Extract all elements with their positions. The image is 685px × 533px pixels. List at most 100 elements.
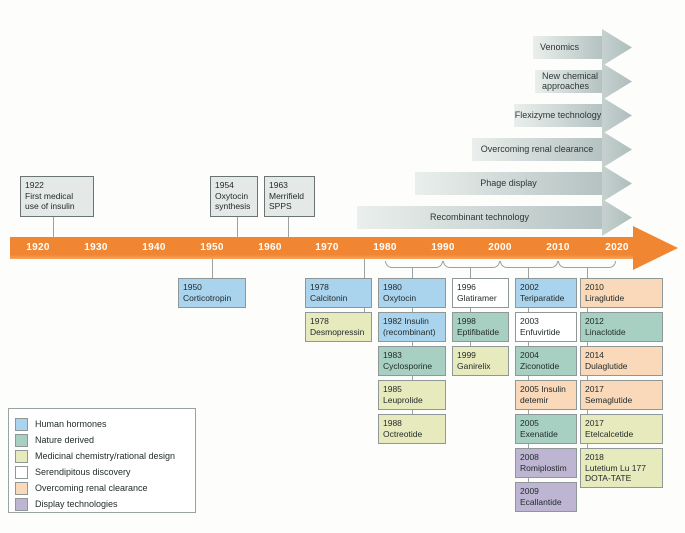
legend-item-display-technologies: Display technologies [15,496,191,512]
drug-box-linaclotide: 2012 Linaclotide [580,312,663,342]
milestone-year: 1922 [25,180,44,190]
drug-year: 1978 [310,316,329,326]
drug-name: Desmopressin [310,326,365,337]
timeline-year-label: 1960 [258,242,282,253]
timeline-year-label: 1940 [142,242,166,253]
legend: Human hormones Nature derived Medicinal … [8,408,196,513]
legend-swatch-human-hormones [15,417,28,431]
drug-name: detemir [520,394,549,405]
timeline-band [10,237,633,259]
legend-label: Nature derived [35,435,95,445]
drug-name: Dulaglutide [585,360,628,371]
drug-year: 2005 [520,418,539,428]
timeline-year-label: 1950 [200,242,224,253]
drug-year: 1980 [383,282,402,292]
drug-year: 2003 [520,316,539,326]
decade-brace-1990s [443,261,500,268]
arrowhead-icon [602,165,632,202]
timeline-year-label: 1970 [315,242,339,253]
drug-name: Octreotide [383,428,423,439]
timeline-year-label: 2020 [605,242,629,253]
drug-name: Leuprolide [383,394,423,405]
legend-label: Human hormones [35,419,107,429]
drug-name: Cyclosporine [383,360,433,371]
connector-line [53,217,54,237]
drug-box-enfuvirtide: 2003 Enfuvirtide [515,312,577,342]
timeline-year-label: 1990 [431,242,455,253]
connector-line [212,259,213,285]
drug-name: Enfuvirtide [520,326,561,337]
drug-name: (recombinant) [383,326,436,337]
drug-year: 2004 [520,350,539,360]
decade-brace-2000s [500,261,558,268]
drug-box-dulaglutide: 2014 Dulaglutide [580,346,663,376]
drug-year: 1982 Insulin [383,316,429,326]
legend-item-serendipitous-discovery: Serendipitous discovery [15,464,191,480]
drug-box-calcitonin: 1978 Calcitonin [305,278,372,308]
drug-year: 2010 [585,282,604,292]
drug-name: Glatiramer [457,292,497,303]
drug-year: 2014 [585,350,604,360]
timeline-year-label: 1930 [84,242,108,253]
legend-swatch-overcoming-renal-clearance [15,481,28,495]
drug-box-romiplostim: 2008 Romiplostim [515,448,577,478]
legend-swatch-display-technologies [15,497,28,511]
decade-brace-1980s [385,261,443,268]
drug-name: Eptifibatide [457,326,500,337]
drug-year: 2018 [585,452,604,462]
drug-name: Corticotropin [183,292,232,303]
drug-box-glatiramer: 1996 Glatiramer [452,278,509,308]
drug-name: Exenatide [520,428,558,439]
legend-item-human-hormones: Human hormones [15,416,191,432]
drug-box-etelcalcetide: 2017 Etelcalcetide [580,414,663,444]
drug-year: 1999 [457,350,476,360]
decade-brace-2010s [558,261,616,268]
legend-swatch-medicinal-chemistry [15,449,28,463]
milestone-box-1922-insulin: 1922 First medical use of insulin [20,176,94,217]
timeline-arrowhead-icon [633,226,678,270]
arrowhead-icon [602,131,632,168]
drug-box-exenatide: 2005 Exenatide [515,414,577,444]
drug-name: Romiplostim [520,462,567,473]
drug-name: Ecallantide [520,496,562,507]
drug-box-desmopressin: 1978 Desmopressin [305,312,372,342]
tech-arrow-label: Overcoming renal clearance [480,143,594,154]
drug-year: 2008 [520,452,539,462]
drug-year: 1996 [457,282,476,292]
milestone-year: 1963 [269,180,288,190]
drug-box-leuprolide: 1985 Leuprolide [378,380,446,410]
legend-label: Medicinal chemistry/rational design [35,451,176,461]
drug-box-octreotide: 1988 Octreotide [378,414,446,444]
drug-year: 1978 [310,282,329,292]
drug-name: Lutetium Lu 177 DOTA-TATE [585,462,646,484]
legend-item-nature-derived: Nature derived [15,432,191,448]
arrowhead-icon [602,97,632,134]
drug-box-insulin-detemir: 2005 Insulin detemir [515,380,577,410]
timeline-year-label: 1920 [26,242,50,253]
tech-arrow-label: New chemical approaches [542,70,599,91]
legend-item-medicinal-chemistry: Medicinal chemistry/rational design [15,448,191,464]
drug-box-liraglutide: 2010 Liraglutide [580,278,663,308]
arrowhead-icon [602,29,632,66]
drug-box-lutetium-dota-tate: 2018 Lutetium Lu 177 DOTA-TATE [580,448,663,488]
connector-line [288,217,289,237]
drug-year: 2012 [585,316,604,326]
legend-label: Overcoming renal clearance [35,483,148,493]
drug-box-eptifibatide: 1998 Eptifibatide [452,312,509,342]
drug-year: 2005 Insulin [520,384,566,394]
milestone-year: 1954 [215,180,234,190]
drug-name: Calcitonin [310,292,348,303]
drug-year: 2002 [520,282,539,292]
milestone-label: First medical use of insulin [25,190,75,212]
drug-year: 2017 [585,384,604,394]
drug-box-teriparatide: 2002 Teriparatide [515,278,577,308]
drug-year: 1950 [183,282,202,292]
drug-name: Teriparatide [520,292,565,303]
drug-name: Ganirelix [457,360,491,371]
drug-box-ziconotide: 2004 Ziconotide [515,346,577,376]
drug-box-corticotropin: 1950 Corticotropin [178,278,246,308]
arrowhead-icon [602,63,632,100]
milestone-label: Oxytocin synthesis [215,190,251,212]
legend-swatch-serendipitous-discovery [15,465,28,479]
